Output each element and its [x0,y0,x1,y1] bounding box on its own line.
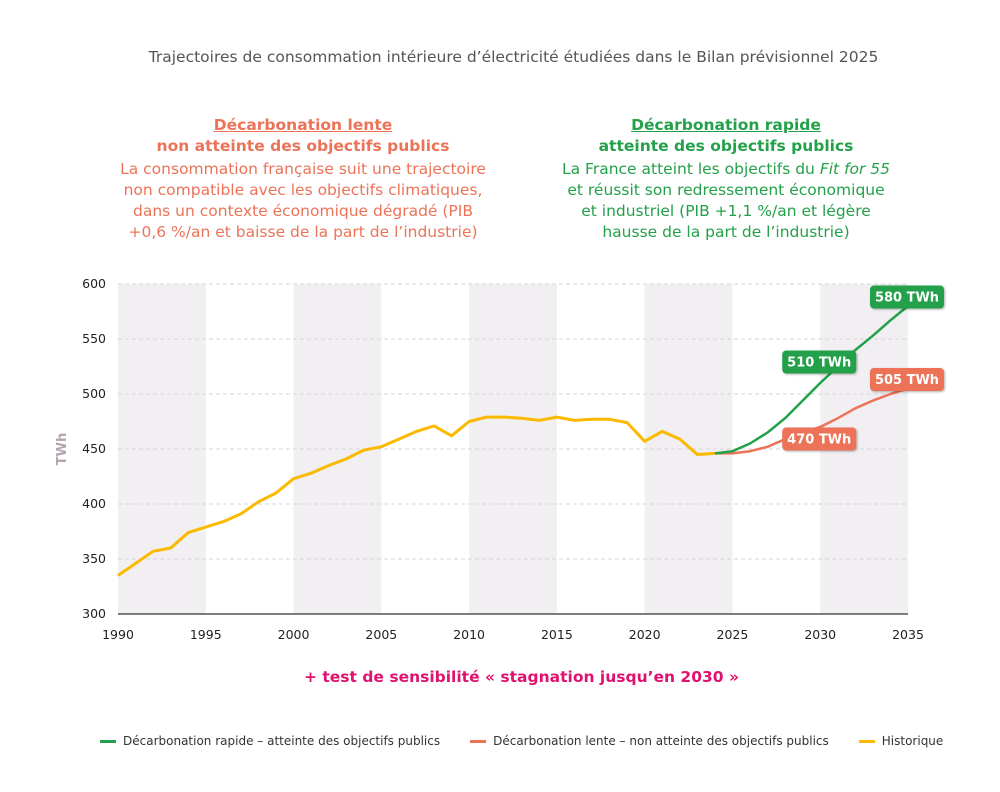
x-tick-label: 2025 [717,627,749,642]
scenario-fast-text: La France atteint les objectifs du Fit f… [516,159,936,180]
legend-swatch-fast [100,739,116,743]
series-line-fast [714,305,909,455]
x-tick-label: 2005 [365,627,397,642]
data-label-fast: 580 TWh [875,291,939,306]
y-tick-label: 400 [82,496,106,511]
x-tick-label: 1995 [190,627,222,642]
scenario-fast-text-emphasis: Fit for 55 [819,160,891,178]
scenario-fast-heading: Décarbonation rapide [631,116,821,134]
legend-item-hist: Historique [858,734,944,748]
legend-item-fast: Décarbonation rapide – atteinte des obje… [100,734,440,748]
chart-title: Trajectoires de consommation intérieure … [148,48,879,66]
y-tick-label: 500 [82,386,106,401]
legend-label-hist: Historique [881,734,944,748]
scenario-fast-text: hausse de la part de l’industrie) [602,223,850,241]
data-label-box-fast [782,350,857,374]
data-label-box-slow [782,427,857,451]
x-tick-label: 2020 [629,627,661,642]
data-label-fast: 510 TWh [787,356,851,371]
scenario-slow-subheading: non atteinte des objectifs publics [156,137,450,155]
data-label-box-slow [870,368,944,391]
x-tick-label: 2000 [278,627,310,642]
x-tick-label: 1990 [102,627,134,642]
y-tick-label: 450 [82,441,106,456]
y-tick-label: 550 [82,331,106,346]
x-tick-label: 2035 [892,627,924,642]
scenario-slow-text: non compatible avec les objectifs climat… [123,181,483,199]
legend-label-fast: Décarbonation rapide – atteinte des obje… [123,734,441,748]
scenario-slow-heading: Décarbonation lente [213,116,393,134]
scenario-slow-text: dans un contexte économique dégradé (PIB [133,202,473,220]
x-tick-label: 2010 [453,627,485,642]
legend-swatch-hist [858,739,875,743]
legend-swatch-slow [470,739,487,743]
data-label-slow: 505 TWh [875,373,939,388]
legend-item-slow: Décarbonation lente – non atteinte des o… [470,734,829,748]
scenario-fast-text: et industriel (PIB +1,1 %/an et légère [581,202,871,220]
scenario-slow-description: Décarbonation lente non atteinte des obj… [93,115,513,243]
series-line-hist [117,415,715,577]
scenario-fast-description: Décarbonation rapide atteinte des object… [516,115,936,243]
x-tick-label: 2015 [541,627,573,642]
scenario-fast-text: et réussit son redressement économique [567,181,885,199]
y-tick-label: 300 [82,606,106,621]
scenario-slow-text: +0,6 %/an et baisse de la part de l’indu… [128,223,478,241]
sensitivity-note: + test de sensibilité « stagnation jusqu… [304,668,739,686]
scenario-fast-text-pre: La France atteint les objectifs du [561,160,820,178]
y-tick-label: 350 [82,551,106,566]
legend-label-slow: Décarbonation lente – non atteinte des o… [493,734,829,748]
scenario-fast-subheading: atteinte des objectifs publics [598,137,854,155]
scenario-slow-text: La consommation française suit une traje… [120,160,486,178]
x-tick-label: 2030 [804,627,836,642]
data-label-slow: 470 TWh [787,433,851,448]
data-label-box-fast [870,285,944,309]
y-axis-label: TWh [55,433,70,465]
y-tick-label: 600 [82,276,106,291]
legend: Décarbonation rapide – atteinte des obje… [100,734,973,748]
